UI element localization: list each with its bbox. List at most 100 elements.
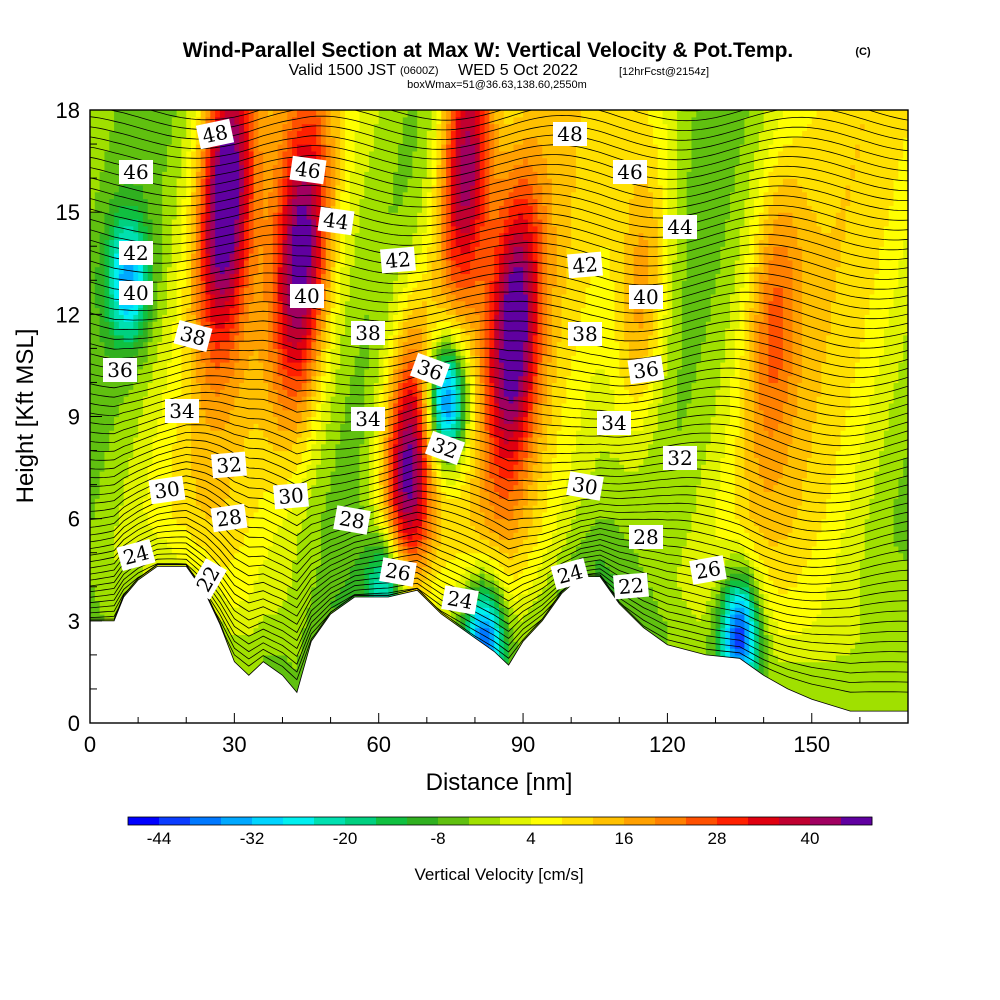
theta-label: 42 [119,241,153,265]
colorbar-tick-label: 16 [615,829,634,848]
x-tick-label: 60 [366,732,390,757]
title-utc: (0600Z) [400,65,439,77]
theta-label: 40 [290,284,324,308]
theta-label: 28 [333,505,371,535]
theta-label-text: 46 [294,156,323,183]
y-tick-label: 3 [68,609,80,634]
title-forecast: [12hrFcst@2154z] [619,66,709,78]
theta-label-text: 30 [570,472,599,500]
theta-label-text: 22 [617,573,644,599]
y-tick-label: 0 [68,711,80,736]
colorbar-swatch [624,817,656,825]
theta-label-text: 40 [294,284,319,308]
theta-label: 42 [567,251,603,279]
y-tick-label: 12 [56,302,80,327]
y-axis: 0 3 6 9 12 15 18 [56,98,102,736]
theta-label-text: 28 [215,504,244,531]
theta-contours [90,110,908,693]
colorbar-swatch [438,817,470,825]
theta-label: 46 [289,155,327,185]
theta-label-text: 26 [693,556,722,584]
title-valid: Valid 1500 JST [289,62,397,79]
theta-label-text: 30 [277,483,304,509]
colorbar: -44 -32 -20 -8 4 16 28 40 [127,816,873,848]
colorbar-swatch [221,817,253,825]
colorbar-tick-label: -8 [430,829,445,848]
theta-label: 30 [148,475,186,505]
theta-label: 46 [613,160,647,184]
theta-label: 28 [210,503,248,533]
theta-label: 44 [317,206,355,236]
theta-label: 24 [550,558,590,590]
colorbar-swatch [655,817,687,825]
theta-label: 32 [211,451,247,479]
colorbar-swatch [717,817,749,825]
theta-label-text: 26 [383,558,412,586]
theta-label: 26 [379,557,417,587]
theta-label-text: 34 [355,407,380,431]
y-tick-label: 18 [56,98,80,123]
colorbar-swatch [531,817,563,825]
colorbar-swatch [593,817,625,825]
colorbar-swatch [562,817,594,825]
theta-label: 24 [441,585,479,615]
theta-label-text: 46 [123,160,148,184]
theta-label: 34 [351,407,385,431]
colorbar-tick-label: -20 [333,829,358,848]
colorbar-swatch [500,817,532,825]
y-tick-label: 6 [68,507,80,532]
theta-label-text: 42 [123,241,148,265]
theta-label-text: 28 [337,506,366,534]
theta-label-text: 24 [445,586,474,614]
y-axis-label: Height [Kft MSL] [12,329,39,504]
theta-label-text: 36 [632,356,661,383]
y-tick-label: 9 [68,405,80,430]
theta-label-text: 44 [667,215,692,239]
theta-label: 28 [629,525,663,549]
colorbar-swatch [190,817,222,825]
theta-label-text: 48 [200,120,230,149]
x-axis: 0 30 60 90 120 150 [84,713,909,757]
colorbar-swatch [407,817,439,825]
colorbar-swatch [841,817,873,825]
colorbar-swatch [686,817,718,825]
colorbar-swatch [345,817,377,825]
x-tick-label: 120 [649,732,686,757]
theta-label: 34 [165,399,199,423]
y-tick-label: 15 [56,200,80,225]
theta-label: 36 [103,358,137,382]
colorbar-tick-label: 40 [801,829,820,848]
theta-label: 22 [613,572,649,600]
theta-label: 44 [663,215,697,239]
title-line-3: boxWmax=51@36.63,138.60,2550m [407,79,587,91]
theta-label: 36 [627,355,665,385]
colorbar-swatch [159,817,191,825]
theta-label: 48 [195,118,235,150]
colorbar-swatch [314,817,346,825]
theta-label: 30 [273,482,309,510]
theta-label: 40 [629,285,663,309]
theta-label: 34 [597,411,631,435]
colorbar-swatch [748,817,780,825]
title-line-1: Wind-Parallel Section at Max W: Vertical… [183,39,794,62]
theta-label-text: 36 [107,358,132,382]
x-tick-label: 30 [222,732,246,757]
theta-label-text: 28 [633,525,658,549]
theta-label-text: 48 [557,122,582,146]
colorbar-swatch [376,817,408,825]
colorbar-tick-label: 4 [526,829,535,848]
x-tick-label: 0 [84,732,96,757]
theta-label: 26 [689,555,727,585]
theta-label: 40 [119,281,153,305]
x-tick-label: 150 [793,732,830,757]
x-tick-label: 90 [511,732,535,757]
theta-label-text: 40 [633,285,658,309]
colorbar-swatch [779,817,811,825]
colorbar-tick-label: 28 [708,829,727,848]
chart-title: Wind-Parallel Section at Max W: Vertical… [183,39,871,91]
theta-label-text: 46 [617,160,642,184]
colorbar-swatch [252,817,284,825]
theta-label-text: 38 [572,322,597,346]
theta-label-text: 30 [153,476,182,503]
